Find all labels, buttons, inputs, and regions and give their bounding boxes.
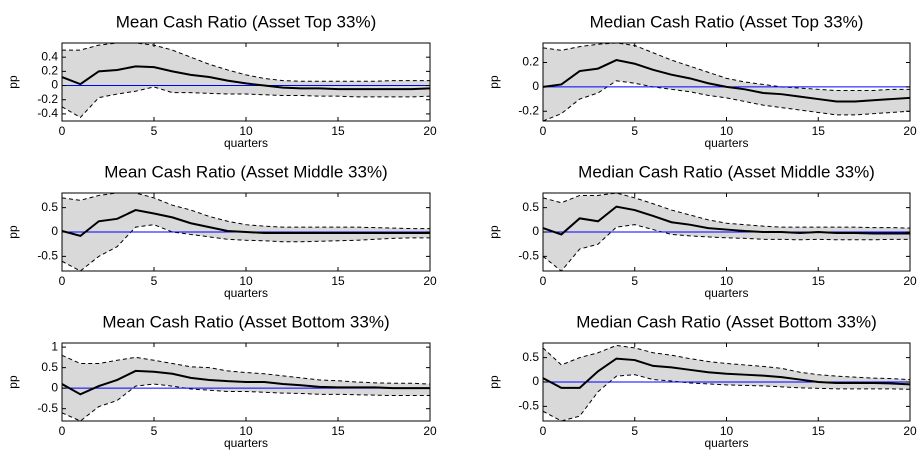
- y-tick-label: 0: [51, 224, 58, 238]
- y-tick-label: -0.4: [37, 106, 58, 120]
- y-axis-label: pp: [6, 375, 20, 389]
- band-lower: [62, 383, 430, 421]
- y-axis-label: pp: [487, 75, 501, 89]
- line: [543, 59, 910, 103]
- x-axis-label: quarters: [224, 136, 268, 150]
- confidence-band: [62, 43, 430, 118]
- band-lower: [543, 374, 910, 421]
- y-axis-label: pp: [6, 75, 20, 89]
- y-tick-label: -0.5: [37, 401, 58, 415]
- y-tick-label: -0.2: [518, 103, 539, 117]
- x-tick-label: 5: [631, 274, 638, 288]
- line: [62, 369, 430, 396]
- x-tick-label: 10: [720, 274, 734, 288]
- x-tick-label: 0: [540, 424, 547, 438]
- confidence-band: [543, 345, 910, 421]
- x-tick-label: 5: [151, 424, 158, 438]
- band-upper: [62, 43, 430, 82]
- x-tick-label: 5: [631, 124, 638, 138]
- line: [62, 65, 430, 91]
- y-axis-label: pp: [6, 225, 20, 239]
- y-tick-label: 0.4: [41, 49, 58, 63]
- confidence-band: [543, 43, 910, 121]
- band-lower: [62, 86, 430, 119]
- x-tick-label: 15: [331, 124, 345, 138]
- band-lower: [543, 80, 910, 121]
- x-tick-label: 15: [331, 274, 345, 288]
- x-tick-label: 10: [720, 124, 734, 138]
- chart-title: Median Cash Ratio (Asset Bottom 33%): [576, 312, 876, 331]
- chart-title: Mean Cash Ratio (Asset Top 33%): [116, 12, 376, 31]
- y-tick-label: 0.5: [522, 350, 539, 364]
- line: [543, 357, 910, 389]
- y-tick-label: -0.5: [37, 249, 58, 263]
- y-tick-label: -0.2: [37, 92, 58, 106]
- x-tick-label: 20: [423, 124, 437, 138]
- y-tick-label: 0.2: [41, 64, 58, 78]
- chart-title: Mean Cash Ratio (Asset Bottom 33%): [102, 312, 389, 331]
- x-tick-label: 0: [59, 424, 66, 438]
- x-tick-label: 5: [151, 124, 158, 138]
- x-tick-label: 15: [812, 124, 826, 138]
- chart-title: Mean Cash Ratio (Asset Middle 33%): [104, 162, 387, 181]
- x-tick-label: 20: [903, 274, 917, 288]
- y-tick-label: 0.2: [522, 55, 539, 69]
- y-axis-label: pp: [487, 375, 501, 389]
- chart-title: Median Cash Ratio (Asset Middle 33%): [578, 162, 875, 181]
- line: [62, 209, 430, 237]
- x-tick-label: 15: [812, 274, 826, 288]
- y-tick-label: 0: [532, 224, 539, 238]
- y-tick-label: -0.5: [518, 399, 539, 413]
- x-tick-label: 0: [59, 274, 66, 288]
- x-axis-label: quarters: [224, 286, 268, 300]
- x-axis-label: quarters: [704, 436, 748, 450]
- x-tick-label: 5: [631, 424, 638, 438]
- y-tick-label: 0: [532, 79, 539, 93]
- x-tick-label: 15: [331, 424, 345, 438]
- chart-title: Median Cash Ratio (Asset Top 33%): [590, 12, 864, 31]
- y-tick-label: 0: [51, 380, 58, 394]
- band-upper: [62, 193, 430, 230]
- line: [543, 205, 910, 236]
- x-tick-label: 10: [720, 424, 734, 438]
- y-tick-label: 0.5: [41, 360, 58, 374]
- x-tick-label: 10: [239, 274, 253, 288]
- x-tick-label: 15: [812, 424, 826, 438]
- y-tick-label: -0.5: [518, 249, 539, 263]
- band-upper: [543, 193, 910, 229]
- y-tick-label: 0: [532, 374, 539, 388]
- y-tick-label: 1: [51, 339, 58, 353]
- x-tick-label: 0: [540, 124, 547, 138]
- band-upper: [543, 344, 910, 381]
- y-tick-label: 0.5: [41, 200, 58, 214]
- x-axis-label: quarters: [224, 436, 268, 450]
- y-tick-label: 0: [51, 78, 58, 92]
- y-tick-label: 0.5: [522, 200, 539, 214]
- x-tick-label: 5: [151, 274, 158, 288]
- x-tick-label: 20: [903, 124, 917, 138]
- x-tick-label: 10: [239, 424, 253, 438]
- band-upper: [543, 43, 910, 92]
- x-axis-label: quarters: [704, 136, 748, 150]
- band-lower: [62, 224, 430, 271]
- x-tick-label: 20: [423, 424, 437, 438]
- y-axis-label: pp: [487, 225, 501, 239]
- x-tick-label: 0: [59, 124, 66, 138]
- x-tick-label: 20: [903, 424, 917, 438]
- x-tick-label: 20: [423, 274, 437, 288]
- x-tick-label: 10: [239, 124, 253, 138]
- x-tick-label: 0: [540, 274, 547, 288]
- band-lower: [543, 224, 910, 271]
- x-axis-label: quarters: [704, 286, 748, 300]
- band-upper: [62, 354, 430, 385]
